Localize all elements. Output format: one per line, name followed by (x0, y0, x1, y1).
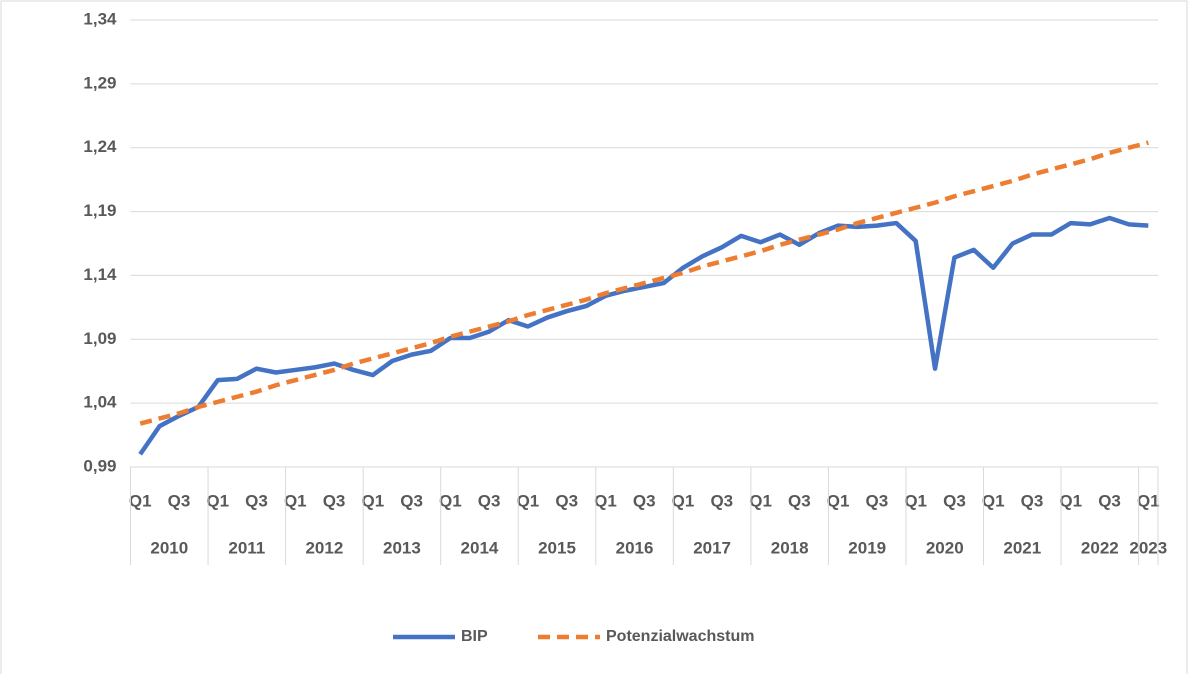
x-tick-label: Q3 (1098, 491, 1121, 510)
x-tick-label: Q1 (594, 491, 617, 510)
x-tick-label: Q1 (1059, 491, 1082, 510)
y-tick-label: 1,34 (83, 9, 117, 28)
x-tick-label: Q3 (478, 491, 501, 510)
x-tick-label: Q3 (555, 491, 578, 510)
x-group-label: 2010 (150, 538, 188, 557)
x-tick-label: Q3 (788, 491, 811, 510)
x-group-label: 2014 (461, 538, 499, 557)
y-tick-label: 0,99 (83, 456, 116, 475)
x-tick-label: Q1 (1137, 491, 1160, 510)
x-group-label: 2023 (1129, 538, 1167, 557)
x-group-label: 2012 (305, 538, 343, 557)
x-tick-label: Q1 (129, 491, 152, 510)
x-tick-label: Q1 (749, 491, 772, 510)
y-tick-label: 1,09 (83, 329, 116, 348)
y-tick-label: 1,04 (83, 393, 117, 412)
x-tick-label: Q3 (168, 491, 191, 510)
legend-label: Potenzialwachstum (606, 628, 754, 645)
x-group-label: 2021 (1003, 538, 1041, 557)
x-tick-label: Q3 (710, 491, 733, 510)
x-group-label: 2013 (383, 538, 421, 557)
x-tick-label: Q1 (517, 491, 540, 510)
x-group-label: 2022 (1081, 538, 1119, 557)
x-tick-label: Q1 (672, 491, 695, 510)
x-tick-label: Q3 (245, 491, 268, 510)
x-tick-label: Q1 (982, 491, 1005, 510)
x-group-label: 2019 (848, 538, 886, 557)
y-tick-label: 1,29 (83, 73, 116, 92)
x-tick-label: Q1 (827, 491, 850, 510)
series-line (138, 215, 1149, 456)
x-group-label: 2015 (538, 538, 576, 557)
x-group-label: 2020 (926, 538, 964, 557)
x-tick-label: Q1 (206, 491, 229, 510)
x-tick-label: Q3 (866, 491, 889, 510)
x-group-label: 2017 (693, 538, 731, 557)
x-tick-label: Q3 (943, 491, 966, 510)
x-tick-label: Q1 (284, 491, 307, 510)
x-tick-label: Q3 (1021, 491, 1044, 510)
y-tick-label: 1,24 (83, 137, 117, 156)
x-group-label: 2011 (228, 538, 265, 557)
series-line (139, 140, 1149, 426)
x-tick-label: Q1 (904, 491, 927, 510)
x-group-label: 2018 (771, 538, 809, 557)
x-tick-label: Q3 (400, 491, 423, 510)
x-tick-label: Q1 (361, 491, 384, 510)
legend-label: BIP (461, 628, 488, 645)
x-tick-label: Q3 (323, 491, 346, 510)
x-tick-label: Q3 (633, 491, 656, 510)
y-tick-label: 1,19 (83, 201, 116, 220)
y-tick-label: 1,14 (83, 265, 117, 284)
x-tick-label: Q1 (439, 491, 462, 510)
x-group-label: 2016 (616, 538, 654, 557)
